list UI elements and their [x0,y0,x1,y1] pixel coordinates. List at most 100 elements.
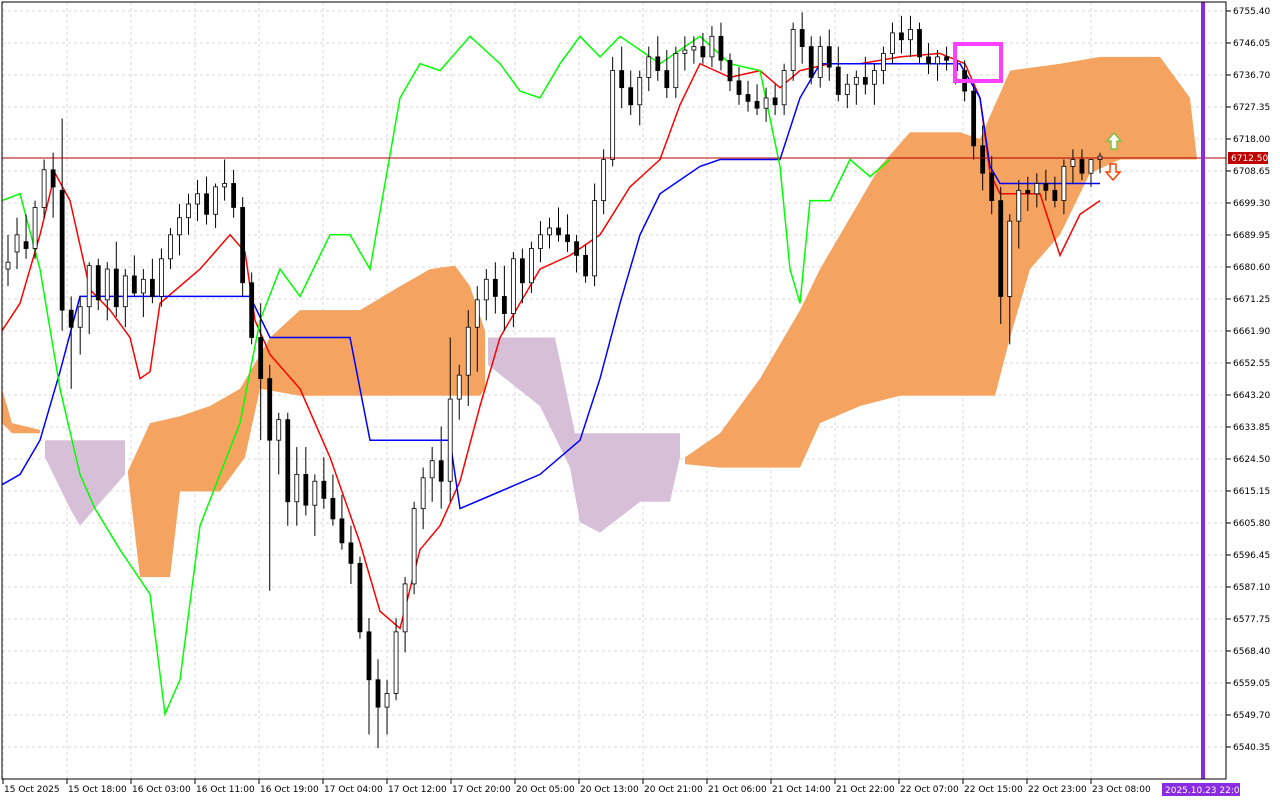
candle-body [231,183,237,208]
candle-body [890,32,895,54]
candle-body [826,46,832,68]
y-tick-label: 6540.35 [1233,743,1270,753]
candle-body [285,419,291,503]
hollow-up-arrow-icon [1105,131,1123,150]
price-axis[interactable]: 6755.40 6746.05 6736.70 6727.35 6718.00 6708.… [1226,7,1270,753]
candle-body [240,207,246,284]
y-tick-label: 6727.35 [1233,103,1270,113]
candle-body [583,254,588,277]
candle-body [330,497,336,520]
candle-body [881,53,886,71]
highlight-box [953,42,1003,83]
candle-body [122,275,128,308]
candle-body [294,474,300,503]
candle-body [312,480,318,506]
candle-body [619,70,625,89]
candle-body [691,46,697,51]
vline-time-label: 2025.10.23 22:00 [1165,786,1246,796]
y-tick-label: 6718.00 [1233,135,1270,145]
candle-body [77,306,83,328]
candle-body [917,29,922,58]
x-tick-label: 17 Oct 04:00 [324,785,383,795]
candle-body [204,193,209,215]
chart-annotations [2,2,1226,779]
y-tick-label: 6661.90 [1233,327,1270,337]
candle-body [899,32,904,41]
candle-body [420,477,426,510]
candle-body [213,186,218,215]
candle-body [195,193,200,205]
arrow-down-shape [1104,163,1122,182]
candle-body [808,46,814,78]
candlestick-series [5,12,1103,749]
candle-body [745,94,751,102]
y-tick-label: 6736.70 [1233,71,1270,81]
candle-body [168,234,173,260]
candle-body [366,631,372,681]
vline-time-tag: 2025.10.23 22:00 [1162,783,1246,796]
ichimoku-cloud [2,56,1197,578]
y-tick-label: 6680.60 [1233,263,1270,273]
candle-body [113,268,119,308]
y-tick-label: 6615.15 [1233,487,1270,497]
candle-body [682,49,688,54]
candle-body [817,46,823,78]
candle-body [474,299,480,328]
candle-body [754,100,760,109]
candle-body [520,258,525,284]
candle-body [465,326,471,376]
arrow-up-shape [1105,131,1123,150]
candle-body [1034,183,1040,195]
tenkan-sen-line [1,52,1101,630]
candle-body [222,183,227,188]
time-axis[interactable]: 15 Oct 2025 15 Oct 18:00 16 Oct 03:00 16 Oc… [2,779,1151,795]
y-tick-label: 6605.80 [1233,519,1270,529]
candle-body [14,234,20,253]
candle-body [86,265,92,308]
candle-body [718,35,724,61]
candle-body [908,29,913,41]
candle-body [565,234,570,243]
candle-body [402,583,408,633]
candle-body [944,56,949,61]
x-tick-label: 16 Oct 11:00 [196,785,255,795]
y-tick-label: 6587.10 [1233,583,1270,593]
candle-body [1025,189,1031,195]
candle-body [1088,159,1094,174]
y-tick-label: 6755.40 [1233,7,1270,17]
candle-body [447,398,453,482]
candle-body [393,631,399,694]
current-price-tag-bg [1228,152,1268,164]
candle-body [709,35,715,58]
candle-body [772,97,778,106]
x-tick-label: 22 Oct 07:00 [900,785,959,795]
candle-body [610,70,616,160]
candle-body [159,258,164,297]
candle-body [149,278,155,297]
x-tick-label: 15 Oct 18:00 [68,785,127,795]
y-tick-label: 6549.70 [1233,711,1270,721]
candle-body [456,374,462,400]
candle-body [1043,183,1049,191]
candle-body [763,97,769,109]
x-tick-label: 15 Oct 2025 [4,785,60,795]
candle-body [59,189,65,311]
candle-body [971,90,977,147]
candle-body [980,145,986,174]
candle-body [95,265,101,301]
x-tick-label: 21 Oct 06:00 [708,785,767,795]
candle-body [1070,159,1076,167]
x-tick-label: 21 Oct 22:00 [836,785,895,795]
candle-body [736,80,742,95]
y-tick-label: 6671.25 [1233,295,1270,305]
candle-body [664,70,670,89]
candle-body [177,217,182,236]
candle-body [655,56,661,71]
x-tick-label: 16 Oct 03:00 [132,785,191,795]
candle-body [926,56,931,65]
candle-body [1061,165,1067,202]
x-tick-label: 16 Oct 19:00 [260,785,319,795]
candle-body [140,278,146,294]
